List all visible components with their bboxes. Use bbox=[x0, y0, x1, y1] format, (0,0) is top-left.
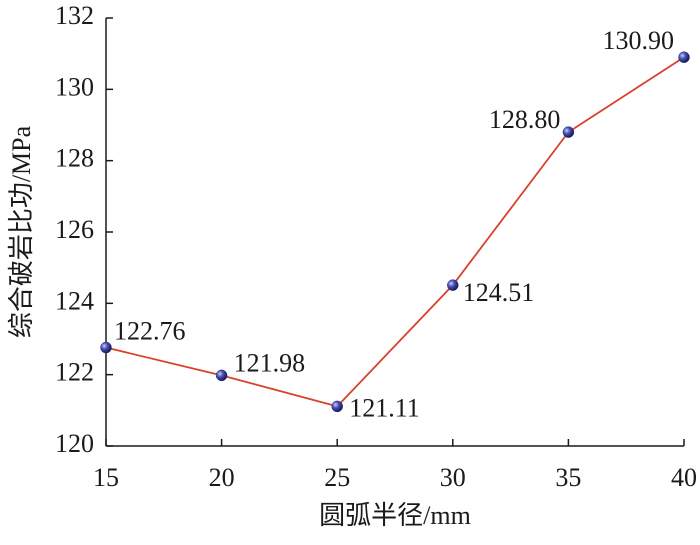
y-tick-label: 124 bbox=[55, 286, 94, 315]
marker bbox=[215, 369, 228, 382]
marker bbox=[562, 126, 575, 138]
marker bbox=[331, 400, 343, 413]
y-axis-label: 综合破岩比功/MPa bbox=[7, 125, 36, 338]
marker bbox=[678, 51, 690, 63]
data-label: 124.51 bbox=[463, 278, 535, 307]
x-tick-label: 30 bbox=[440, 463, 466, 492]
x-tick-label: 15 bbox=[93, 463, 119, 492]
y-tick-label: 132 bbox=[55, 1, 94, 30]
marker bbox=[447, 279, 459, 291]
y-tick-label: 130 bbox=[55, 72, 94, 101]
data-label: 121.11 bbox=[349, 393, 420, 422]
x-tick-label: 20 bbox=[209, 463, 235, 492]
data-label: 121.98 bbox=[234, 348, 306, 377]
y-tick-label: 126 bbox=[55, 215, 94, 244]
x-tick-label: 25 bbox=[324, 463, 350, 492]
y-tick-label: 128 bbox=[55, 144, 94, 173]
data-label: 130.90 bbox=[603, 26, 675, 55]
data-label: 122.76 bbox=[114, 317, 186, 346]
y-tick-label: 120 bbox=[55, 429, 94, 458]
x-axis-label: 圆弧半径/mm bbox=[319, 501, 471, 530]
x-tick-label: 35 bbox=[555, 463, 581, 492]
y-tick-label: 122 bbox=[55, 358, 94, 387]
line bbox=[105, 56, 685, 408]
x-tick-label: 40 bbox=[671, 463, 697, 492]
data-label: 128.80 bbox=[489, 105, 561, 134]
marker bbox=[100, 341, 112, 354]
